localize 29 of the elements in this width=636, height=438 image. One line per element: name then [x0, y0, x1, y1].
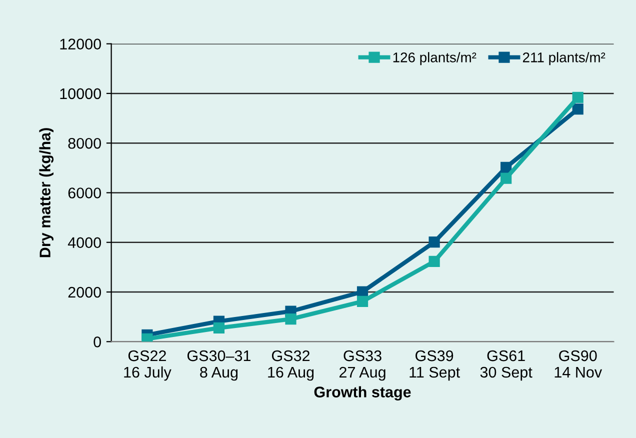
point — [356, 286, 368, 298]
legend-label: 126 plants/m² — [393, 52, 476, 66]
x-tick-label: GS90 14 Nov — [554, 350, 602, 378]
legend-label: 211 plants/m² — [522, 52, 606, 66]
y-tick-label: 4000 — [68, 237, 101, 248]
x-axis-title: Growth stage — [314, 386, 411, 401]
point — [428, 236, 440, 248]
x-tick-label: GS39 11 Sept — [410, 350, 460, 381]
point — [356, 296, 368, 307]
x-tick-label: GS22 16 July — [124, 350, 172, 381]
y-axis-title: Dry matter (kg/ha) — [39, 128, 54, 258]
point — [142, 333, 153, 342]
x-tick-label: GS61 30 Sept — [480, 350, 532, 381]
point — [572, 104, 584, 115]
y-tick-label: 6000 — [68, 188, 101, 198]
point — [572, 92, 584, 103]
point — [213, 322, 225, 334]
y-tick-label: 10000 — [60, 88, 101, 100]
point — [285, 314, 296, 325]
x-tick-label: GS32 16 Aug — [268, 350, 314, 381]
x-tick-label: GS33 27 Aug — [340, 350, 386, 381]
y-tick-label: 12000 — [60, 38, 101, 50]
point — [428, 256, 440, 268]
y-tick-label: 0 — [94, 336, 101, 348]
y-tick-label: 2000 — [68, 286, 101, 298]
point — [500, 162, 512, 173]
x-tick-label: GS30–31 8 Aug — [187, 350, 250, 381]
point — [500, 172, 512, 184]
y-tick-label: 8000 — [68, 138, 101, 149]
